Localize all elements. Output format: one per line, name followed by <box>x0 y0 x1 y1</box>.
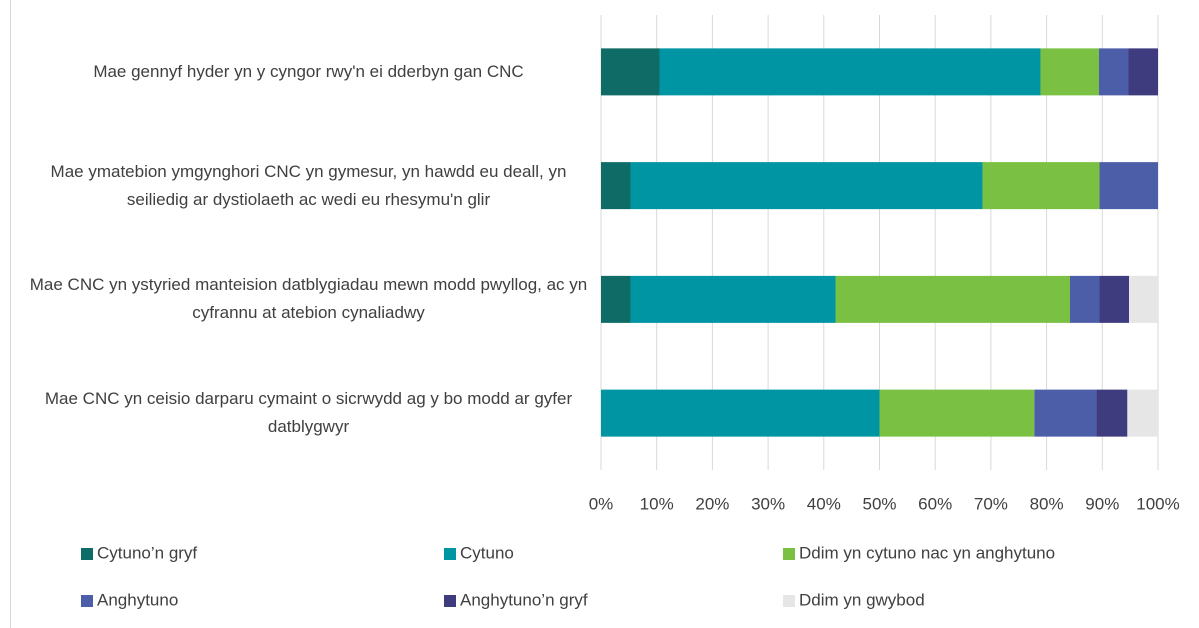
bar-segment <box>982 162 1100 210</box>
legend-label: Anghytuno <box>97 590 178 609</box>
legend-label: Ddim yn gwybod <box>799 590 925 609</box>
legend-swatch <box>81 595 93 607</box>
bar-segment <box>1040 48 1099 96</box>
bar-segment <box>1129 275 1158 323</box>
x-tick-label: 40% <box>807 494 841 513</box>
legend-swatch <box>783 595 795 607</box>
legend-label: Cytuno’n gryf <box>97 543 197 562</box>
x-tick-label: 70% <box>974 494 1008 513</box>
x-tick-label: 100% <box>1136 494 1179 513</box>
x-tick-label: 0% <box>589 494 614 513</box>
legend-label: Ddim yn cytuno nac yn anghytuno <box>799 543 1055 562</box>
bar-segment <box>601 48 660 96</box>
bar-segment <box>601 275 631 323</box>
category-label: Mae CNC yn ceisio darparu cymaint o sicr… <box>44 389 573 437</box>
x-tick-label: 20% <box>695 494 729 513</box>
legend-swatch <box>81 548 93 560</box>
bar-segment <box>879 389 1035 437</box>
chart: 0% 10% 20% 30% 40% 50% 60% 70% 80% 90% 100% Cytuno’… <box>81 15 1180 609</box>
legend-swatch <box>783 548 795 560</box>
bar-segment <box>1098 48 1129 96</box>
bar-segment <box>1128 48 1158 96</box>
bar-segment <box>1096 389 1128 437</box>
bar-segment <box>835 275 1070 323</box>
legend-swatch <box>444 548 456 560</box>
legend-label: Cytuno <box>460 543 514 562</box>
bar-segment <box>630 162 983 210</box>
legend-swatch <box>444 595 456 607</box>
legend-label: Anghytuno’n gryf <box>460 590 588 609</box>
category-label: Mae gennyf hyder yn y cyngor rwy'n ei dd… <box>93 61 524 81</box>
bar-segment <box>601 162 631 210</box>
x-tick-label: 50% <box>862 494 896 513</box>
bar-segment <box>601 389 880 437</box>
bar-segment <box>1099 275 1130 323</box>
x-tick-label: 30% <box>751 494 785 513</box>
chart-frame: 0% 10% 20% 30% 40% 50% 60% 70% 80% 90% 100% Cytuno’… <box>10 0 1199 628</box>
category-label: Mae CNC yn ystyried manteision datblygia… <box>29 275 588 323</box>
bar-segment <box>1034 389 1097 437</box>
x-tick-label: 10% <box>640 494 674 513</box>
bar-segment <box>1127 389 1158 437</box>
x-tick-label: 80% <box>1030 494 1064 513</box>
bar-segment <box>630 275 836 323</box>
x-tick-label: 60% <box>918 494 952 513</box>
bar-segment <box>659 48 1041 96</box>
bar-segment <box>1069 275 1100 323</box>
category-label: Mae ymatebion ymgynghori CNC yn gymesur,… <box>50 161 567 209</box>
x-tick-label: 90% <box>1085 494 1119 513</box>
bar-segment <box>1099 162 1158 210</box>
